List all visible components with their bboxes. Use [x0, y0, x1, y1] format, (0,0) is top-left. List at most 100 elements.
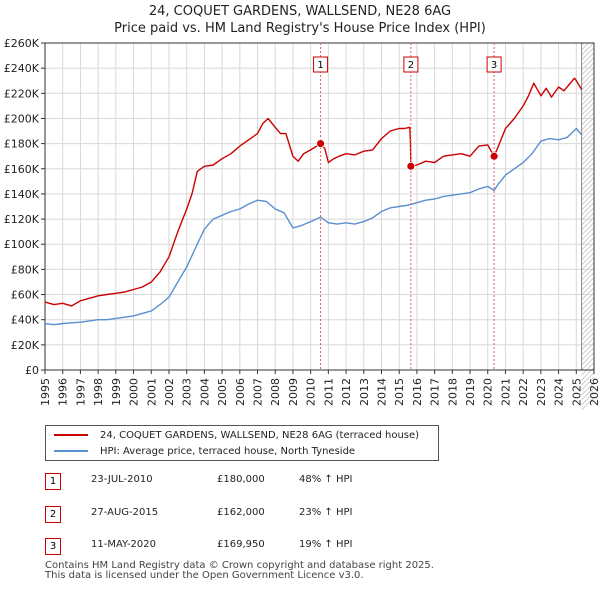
- hatch-line: [581, 297, 595, 311]
- hatch-line: [581, 262, 595, 276]
- hatch-line: [581, 267, 595, 281]
- x-tick-label: 1995: [39, 378, 52, 406]
- sale-box: [313, 56, 329, 73]
- hatch-line: [581, 307, 595, 321]
- hatch-line: [581, 227, 595, 241]
- sale-markers: 1 2 3: [313, 43, 502, 370]
- hatch-line: [581, 42, 595, 56]
- hatch-line: [581, 247, 595, 261]
- title-line-1: 24, COQUET GARDENS, WALLSEND, NE28 6AG: [148, 4, 452, 19]
- hatch-clip-top: [581, 3, 600, 43]
- x-tick-label: 2002: [163, 378, 176, 406]
- hatch-line: [581, 352, 595, 366]
- x-tick-label: 2023: [535, 378, 548, 406]
- x-tick-label: 2018: [446, 378, 459, 406]
- hatch-line: [581, 87, 595, 101]
- sale-box: [403, 56, 419, 73]
- legend-swatch-property: [54, 434, 88, 436]
- hatch-line: [581, 317, 595, 331]
- hatch-line: [581, 52, 595, 66]
- hatch-line: [581, 217, 595, 231]
- hpi-line: [44, 127, 583, 326]
- hatch-line: [581, 197, 595, 211]
- x-tick-label: 1998: [92, 378, 105, 406]
- sale-hpi-diff: 19% ↑ HPI: [299, 539, 353, 550]
- hatch-line: [581, 302, 595, 316]
- hatch-line: [581, 182, 595, 196]
- hatch-line: [581, 117, 595, 131]
- hatch-line: [581, 337, 595, 351]
- x-tick-label: 2019: [464, 378, 477, 406]
- sale-price: £169,950: [217, 539, 265, 550]
- y-tick-label: £140K: [4, 188, 40, 201]
- legend-swatch-hpi: [54, 450, 88, 452]
- sale-price: £162,000: [217, 507, 265, 518]
- hatch-line: [581, 392, 595, 406]
- y-tick-label: £80K: [11, 263, 40, 276]
- y-tick-label: £100K: [4, 238, 40, 251]
- y-tick-label: £60K: [11, 289, 40, 302]
- hatch-line: [581, 107, 595, 121]
- y-tick-label: £120K: [4, 213, 40, 226]
- x-tick-label: 2004: [198, 378, 211, 406]
- hatch-line: [581, 202, 595, 216]
- hatch-line: [581, 47, 595, 61]
- legend-item-property: 24, COQUET GARDENS, WALLSEND, NE28 6AG (…: [54, 427, 419, 443]
- hatch-line: [581, 127, 595, 141]
- sale-hpi-diff: 23% ↑ HPI: [299, 507, 353, 518]
- hatch-line: [581, 272, 595, 286]
- x-tick-label: 2017: [429, 378, 442, 406]
- x-tick-label: 2025: [570, 378, 583, 406]
- sale-box-label: 2: [408, 60, 414, 71]
- hatch-line: [581, 147, 595, 161]
- price-chart: £0 £20K £40K £60K £80K £100K £120K £140K £160K £1…: [3, 3, 600, 411]
- axes: £0 £20K £40K £60K £80K £100K £120K £140K £160K £1…: [4, 37, 600, 406]
- plot-area: [45, 43, 594, 370]
- hatch-line: [581, 372, 595, 386]
- hatch-line: [581, 177, 595, 191]
- plot-frame: [44, 42, 595, 371]
- hatch-line: [581, 382, 595, 396]
- hatch-line: [581, 347, 595, 361]
- hatch-line: [581, 187, 595, 201]
- x-tick-label: 2001: [145, 378, 158, 406]
- y-tick-label: £160K: [4, 163, 40, 176]
- x-tick-label: 1996: [57, 378, 70, 406]
- hatch-line: [581, 292, 595, 306]
- x-tick-label: 2012: [340, 378, 353, 406]
- sale-point: [406, 161, 416, 171]
- x-tick-label: 2000: [128, 378, 141, 406]
- hatch-line: [581, 222, 595, 236]
- sale-point: [489, 151, 499, 161]
- hatch-line: [581, 287, 595, 301]
- x-tick-label: 2024: [553, 378, 566, 406]
- hatch-line: [581, 82, 595, 96]
- sale-marker-badge: 1: [45, 473, 61, 490]
- hatch-line: [581, 327, 595, 341]
- sale-point: [316, 139, 325, 149]
- sale-box: [486, 56, 502, 73]
- hatch-line: [581, 232, 595, 246]
- hatch-line: [581, 122, 595, 136]
- hatch-line: [581, 137, 595, 151]
- hatch-line: [581, 332, 595, 346]
- hatch-line: [581, 162, 595, 176]
- future-hatch-region: [581, 3, 600, 411]
- hatch-line: [581, 152, 595, 166]
- y-tick-label: £40K: [11, 314, 40, 327]
- x-tick-label: 2013: [358, 378, 371, 406]
- sale-date: 11-MAY-2020: [91, 539, 157, 550]
- hatch-clip-right: [594, 41, 600, 372]
- y-tick-label: £220K: [4, 87, 40, 100]
- sale-box-label: 3: [491, 60, 497, 71]
- hatch-line: [581, 242, 595, 256]
- y-tick-label: £240K: [4, 62, 40, 75]
- hatch-line: [581, 357, 595, 371]
- y-tick-label: £180K: [4, 138, 40, 151]
- x-tick-label: 2020: [482, 378, 495, 406]
- hatch-line: [581, 62, 595, 76]
- sale-marker-badge: 2: [45, 506, 61, 523]
- x-tick-label: 2011: [322, 378, 335, 406]
- legend-label-hpi: HPI: Average price, terraced house, Nort…: [100, 445, 356, 457]
- sale-hpi-diff: 48% ↑ HPI: [299, 474, 353, 485]
